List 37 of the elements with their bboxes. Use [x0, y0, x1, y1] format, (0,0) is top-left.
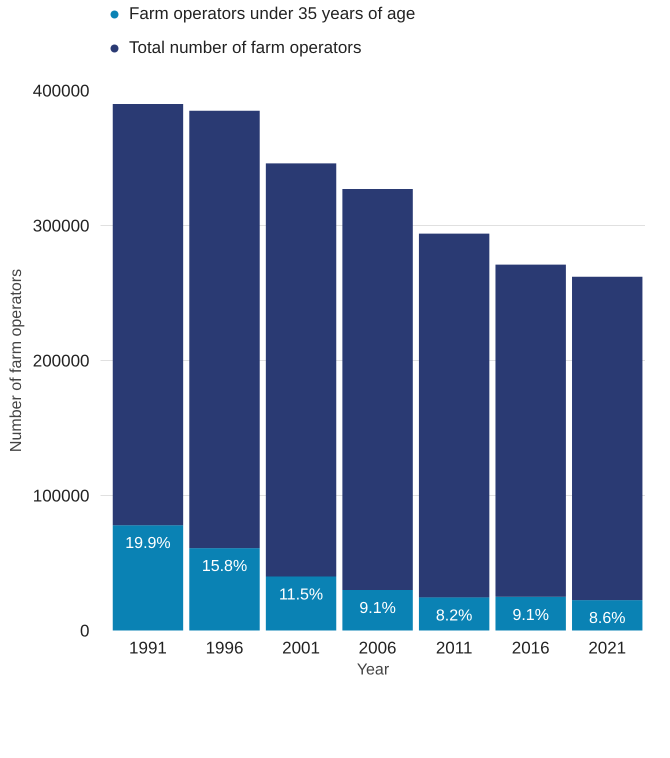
x-tick-label: 1996 [206, 638, 244, 658]
bar [572, 276, 642, 600]
bar [112, 525, 184, 630]
legend-label: Farm operators under 35 years of age [129, 4, 416, 24]
x-tick-label: 2021 [588, 638, 626, 658]
bar [572, 600, 642, 630]
y-tick-label: 400000 [32, 82, 90, 100]
annotation: 9.1% [512, 606, 549, 624]
bar [495, 596, 566, 630]
bar [189, 110, 260, 548]
bar [342, 590, 413, 630]
x-tick-label: 2001 [282, 638, 320, 658]
y-axis-title: Number of farm operators [8, 268, 25, 452]
y-tick-label: 0 [80, 622, 90, 640]
bar [266, 576, 336, 630]
x-tick-label: 2006 [358, 638, 397, 658]
bar [266, 163, 336, 576]
annotation: 8.2% [436, 607, 472, 624]
bar [112, 104, 184, 526]
y-tick-label: 300000 [32, 216, 90, 236]
bar [342, 189, 413, 590]
x-tick-label: 2011 [436, 638, 472, 658]
bar [495, 264, 566, 597]
x-tick-label: 2016 [512, 638, 550, 658]
legend-label: Total number of farm operators [129, 38, 362, 58]
annotation: 11.5% [278, 586, 324, 604]
annotation: 19.9% [125, 535, 171, 552]
x-tick-label: 1991 [129, 638, 167, 658]
annotation: 9.1% [359, 600, 396, 617]
bar [189, 548, 260, 630]
x-axis-title: Year [356, 662, 390, 678]
annotation: 8.6% [588, 610, 626, 628]
bar [418, 597, 490, 630]
y-tick-label: 100000 [32, 486, 90, 506]
y-tick-label: 200000 [32, 352, 90, 370]
annotation: 15.8% [202, 558, 248, 576]
bar [418, 234, 490, 598]
